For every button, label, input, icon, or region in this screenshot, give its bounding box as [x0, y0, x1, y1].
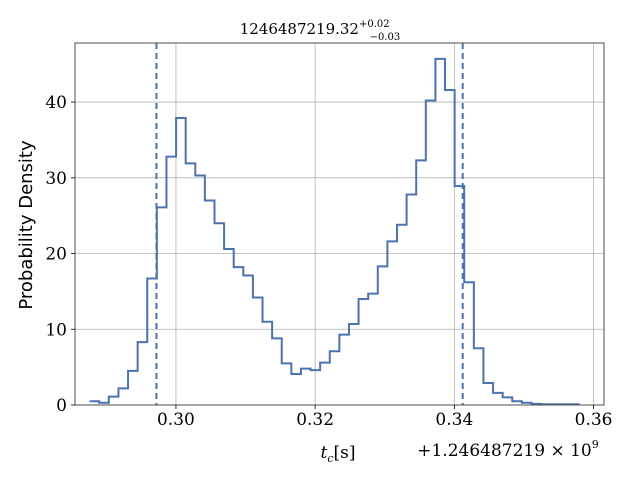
y-axis-label: Probability Density	[16, 140, 37, 310]
title-sup: +0.02	[359, 19, 390, 30]
x-axis-label: tc[s]	[320, 443, 355, 465]
x-offset-main: +1.246487219 × 10	[417, 441, 592, 461]
histogram-step-line	[89, 57, 580, 406]
histogram-series	[89, 57, 580, 406]
title-sub: −0.03	[370, 32, 401, 43]
x-offset-text: +1.246487219 × 109	[417, 438, 599, 461]
y-tick-label: 10	[45, 320, 67, 340]
y-axis-ticks: 0 10 20 30 40	[45, 93, 75, 416]
y-tick-label: 40	[45, 93, 67, 113]
x-tick-label: 0.34	[435, 410, 473, 430]
chart-title: 1246487219.32+0.02 −0.03	[240, 19, 401, 43]
y-tick-label: 30	[45, 169, 67, 189]
x-tick-label: 0.32	[296, 410, 334, 430]
x-tick-label: 0.36	[575, 410, 613, 430]
y-tick-label: 0	[56, 396, 67, 416]
y-tick-label: 20	[45, 245, 67, 265]
credible-interval-lines	[155, 43, 464, 405]
x-axis-label-var: t	[320, 443, 327, 463]
x-axis-label-unit: [s]	[334, 443, 356, 463]
x-tick-label: 0.30	[157, 410, 195, 430]
plot-frame	[74, 42, 605, 406]
x-offset-exp: 9	[592, 438, 599, 451]
x-axis-ticks: 0.30 0.32 0.34 0.36	[157, 405, 612, 430]
title-main: 1246487219.32	[240, 20, 359, 38]
x-axis-label-sub: c	[327, 452, 333, 465]
